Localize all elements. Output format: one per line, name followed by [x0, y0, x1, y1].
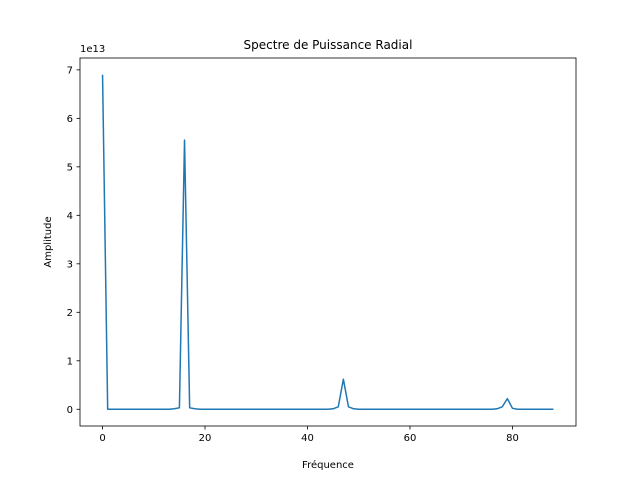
- series-line: [101, 74, 554, 411]
- y-tick-label: 1: [67, 356, 73, 367]
- x-tick-label: 20: [199, 433, 212, 444]
- y-tick-label: 3: [67, 259, 73, 270]
- plot-frame: [79, 57, 577, 427]
- y-tick-label: 5: [67, 162, 73, 173]
- x-tick-label: 60: [404, 433, 417, 444]
- y-tick-label: 6: [67, 114, 73, 125]
- x-tick-label: 80: [506, 433, 519, 444]
- y-tick-label: 4: [67, 211, 73, 222]
- x-axis-label: Fréquence: [302, 459, 354, 471]
- y-scale-label: 1e13: [80, 44, 105, 55]
- y-axis-label: Amplitude: [43, 216, 54, 267]
- chart-title: Spectre de Puissance Radial: [244, 38, 413, 52]
- y-tick-label: 7: [67, 65, 73, 76]
- x-tick-label: 0: [99, 433, 105, 444]
- y-tick-label: 2: [67, 308, 73, 319]
- y-tick-label: 0: [67, 405, 73, 416]
- x-tick-label: 40: [301, 433, 314, 444]
